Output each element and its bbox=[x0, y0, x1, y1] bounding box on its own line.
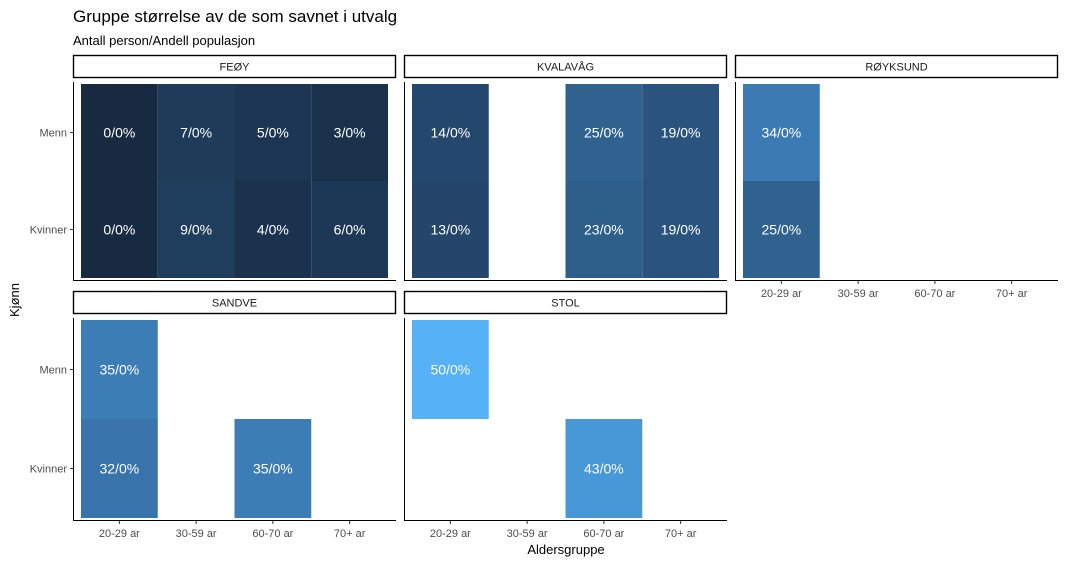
cell-label: 7/0% bbox=[180, 125, 212, 141]
cell-label: 19/0% bbox=[661, 125, 701, 141]
heatmap-cell bbox=[642, 84, 719, 181]
x-tick-label: 20-29 ar bbox=[99, 528, 140, 540]
heatmap-cell bbox=[412, 320, 489, 419]
heatmap-cell bbox=[412, 84, 489, 181]
cell-label: 50/0% bbox=[431, 362, 471, 378]
x-tick-label: 60-70 ar bbox=[252, 528, 293, 540]
cell-label: 25/0% bbox=[762, 222, 802, 238]
cell-label: 35/0% bbox=[100, 362, 140, 378]
y-tick-label: Menn bbox=[39, 128, 67, 140]
x-tick-label: 60-70 ar bbox=[583, 528, 624, 540]
cell-label: 0/0% bbox=[103, 222, 135, 238]
x-tick-label: 30-59 ar bbox=[176, 528, 217, 540]
heatmap-cell bbox=[743, 181, 820, 278]
heatmap-cell bbox=[81, 84, 158, 181]
heatmap-cell bbox=[311, 181, 388, 278]
cell-label: 5/0% bbox=[257, 125, 289, 141]
heatmap-cell bbox=[565, 181, 643, 278]
heatmap-cell bbox=[81, 419, 158, 518]
cell-label: 14/0% bbox=[431, 125, 471, 141]
facet-strip bbox=[734, 54, 1059, 79]
x-tick-label: 70+ ar bbox=[996, 288, 1028, 300]
cell-label: 13/0% bbox=[431, 222, 471, 238]
heatmap-cell bbox=[157, 181, 235, 278]
cell-label: 3/0% bbox=[334, 125, 366, 141]
heatmap-cell bbox=[743, 84, 820, 181]
facet-strip bbox=[72, 54, 397, 79]
y-axis-title: Kjønn bbox=[7, 283, 22, 317]
cell-label: 9/0% bbox=[180, 222, 212, 238]
cell-label: 35/0% bbox=[253, 461, 293, 477]
heatmap-cell bbox=[81, 320, 158, 419]
x-axis-title: Aldersgruppe bbox=[527, 542, 604, 557]
y-tick-label: Kvinner bbox=[30, 225, 68, 237]
x-tick-label: 30-59 ar bbox=[507, 528, 548, 540]
cell-label: 0/0% bbox=[103, 125, 135, 141]
heatmap-cell bbox=[234, 84, 312, 181]
facet-strip bbox=[72, 290, 397, 315]
facet-stol: STOL 50/0% 43/0% 20-29 ar 30-59 ar 60-70 ar 70… bbox=[403, 290, 728, 540]
facet-strip-label: SANDVE bbox=[212, 298, 257, 310]
heatmap-cell bbox=[642, 181, 719, 278]
facet-strip-label: FEØY bbox=[220, 62, 251, 74]
facet-strip-label: KVALAVÅG bbox=[537, 61, 594, 74]
facet-royksund: RØYKSUND 34/0% 25/0% 20-29 ar 30-59 ar 60-70 … bbox=[734, 54, 1059, 300]
heatmap-cell bbox=[565, 84, 643, 181]
x-tick-label: 20-29 ar bbox=[761, 288, 802, 300]
chart-title: Gruppe størrelse av de som savnet i utva… bbox=[73, 7, 397, 26]
cell-label: 23/0% bbox=[584, 222, 624, 238]
x-tick-label: 60-70 ar bbox=[914, 288, 955, 300]
x-tick-label: 30-59 ar bbox=[838, 288, 879, 300]
cell-label: 6/0% bbox=[334, 222, 366, 238]
facet-kvalavag: KVALAVÅG 14/0% 25/0% 19/0% 13/0% 23/0% 19/0% bbox=[403, 54, 728, 281]
heatmap-cell bbox=[565, 419, 643, 518]
cell-label: 25/0% bbox=[584, 125, 624, 141]
heatmap-cell bbox=[311, 84, 388, 181]
y-tick-label: Menn bbox=[39, 365, 67, 377]
cell-label: 34/0% bbox=[762, 125, 802, 141]
heatmap-cell bbox=[412, 181, 489, 278]
x-tick-label: 20-29 ar bbox=[430, 528, 471, 540]
cell-label: 4/0% bbox=[257, 222, 289, 238]
x-tick-label: 70+ ar bbox=[334, 528, 366, 540]
heatmap-cell bbox=[234, 181, 312, 278]
y-tick-label: Kvinner bbox=[30, 464, 68, 476]
heatmap-cell bbox=[234, 419, 312, 518]
facet-feoy: FEØY 0/0% 7/0% 5/0% 3/0% 0/0% 9/0% 4/0% 6/0% Menn… bbox=[30, 54, 397, 281]
heatmap-cell bbox=[157, 84, 235, 181]
chart-subtitle: Antall person/Andell populasjon bbox=[73, 33, 255, 48]
facet-strip bbox=[403, 290, 728, 315]
cell-label: 43/0% bbox=[584, 461, 624, 477]
facet-sandve: SANDVE 35/0% 32/0% 35/0% Menn Kvinner 20-29 ar… bbox=[30, 290, 397, 540]
facet-strip-label: STOL bbox=[551, 298, 580, 310]
facet-panels: FEØY 0/0% 7/0% 5/0% 3/0% 0/0% 9/0% 4/0% 6/0% Menn… bbox=[30, 54, 1059, 540]
facet-strip-label: RØYKSUND bbox=[865, 62, 927, 74]
x-tick-label: 70+ ar bbox=[665, 528, 697, 540]
cell-label: 32/0% bbox=[100, 461, 140, 477]
cell-label: 19/0% bbox=[661, 222, 701, 238]
heatmap-cell bbox=[81, 181, 158, 278]
facet-strip bbox=[403, 54, 728, 79]
